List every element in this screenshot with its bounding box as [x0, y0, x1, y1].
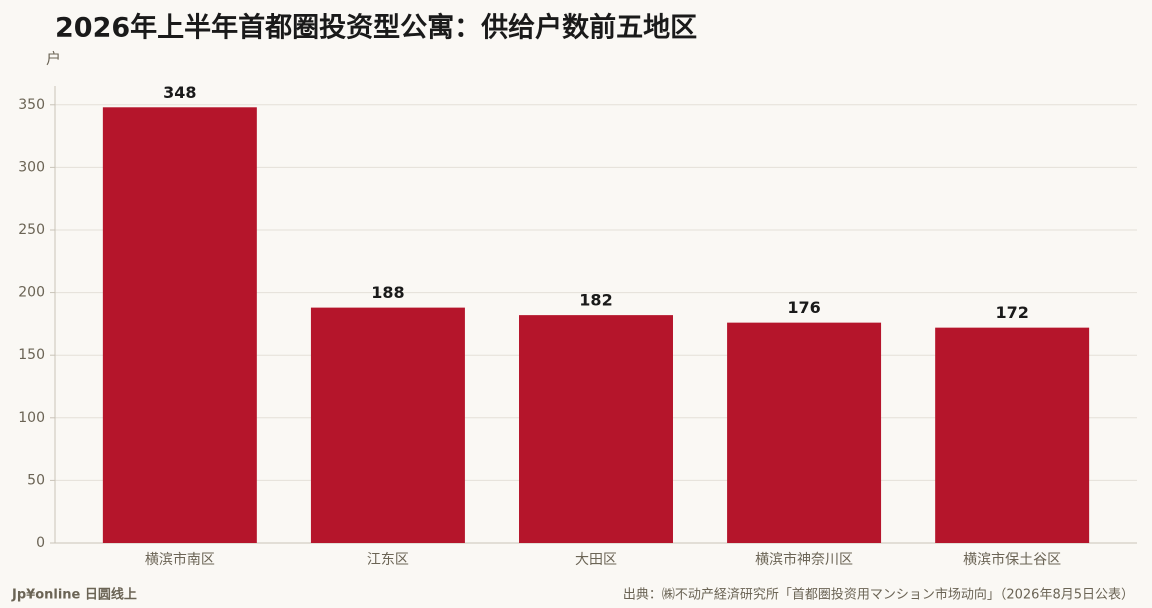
y-axis-label: 户	[46, 50, 61, 68]
y-tick-label: 250	[18, 222, 45, 238]
value-label: 188	[371, 283, 404, 302]
y-tick-label: 150	[18, 347, 45, 363]
value-label: 176	[787, 298, 820, 317]
bar	[727, 322, 882, 543]
y-tick-label: 300	[18, 159, 45, 175]
x-tick-label: 江东区	[367, 552, 409, 568]
footer-brand: Jp¥online 日圆线上	[11, 587, 137, 603]
y-tick-label: 100	[18, 410, 45, 426]
value-label: 348	[163, 83, 196, 102]
y-tick-label: 50	[27, 472, 45, 488]
value-label: 182	[579, 291, 612, 310]
bar	[310, 307, 465, 543]
y-tick-label: 0	[36, 535, 45, 551]
value-label: 172	[995, 303, 1028, 322]
source-note: 出典：㈱不动产経済研究所「首都圏投资用マンション市场动向」（2026年8月5日公…	[623, 587, 1134, 603]
x-tick-label: 横滨市神奈川区	[755, 551, 853, 568]
bar	[102, 107, 257, 543]
y-tick-label: 350	[18, 97, 45, 113]
bar	[519, 315, 673, 543]
x-tick-label: 横滨市南区	[145, 551, 215, 568]
x-tick-label: 大田区	[575, 552, 617, 568]
y-tick-label: 200	[18, 285, 45, 301]
x-tick-label: 横滨市保土谷区	[963, 551, 1061, 568]
chart-title: 2026年上半年首都圈投资型公寓：供给户数前五地区	[55, 12, 697, 44]
bar	[935, 327, 1090, 543]
